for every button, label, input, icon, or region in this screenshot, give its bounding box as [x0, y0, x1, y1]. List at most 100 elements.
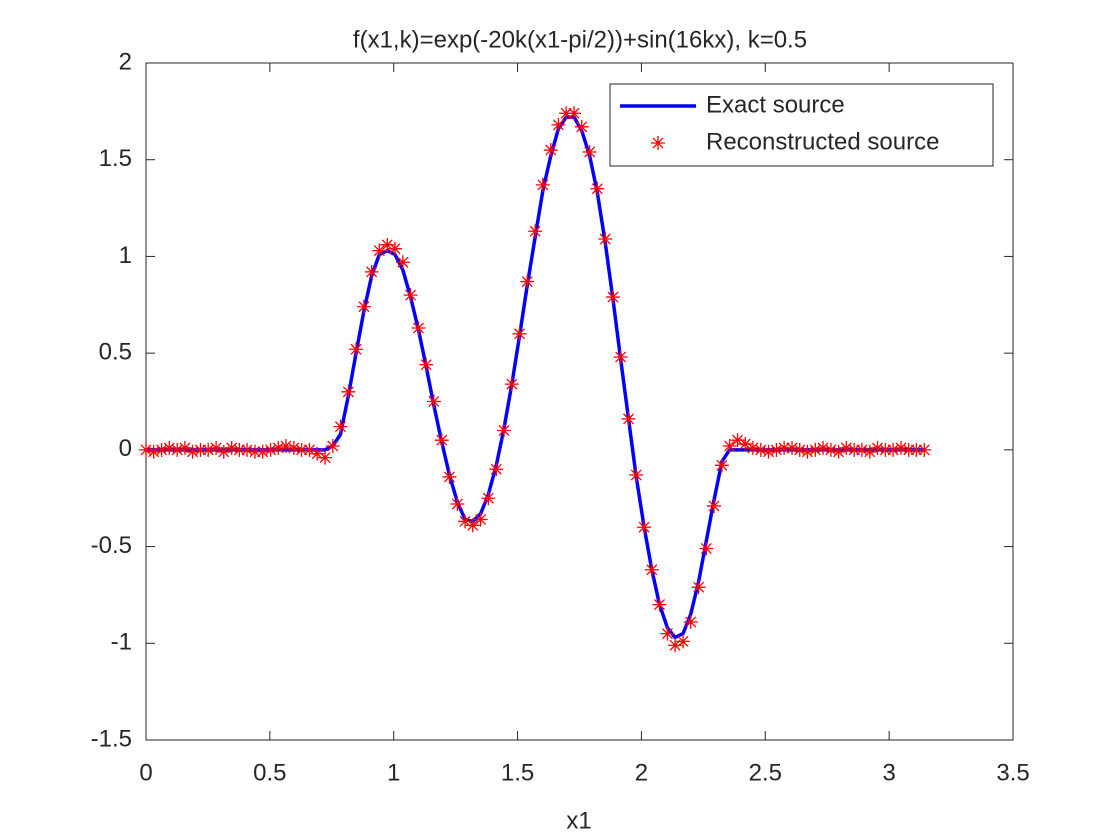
marker [278, 438, 293, 453]
marker [582, 144, 597, 159]
marker [753, 442, 768, 457]
legend-label: Exact source [706, 91, 845, 118]
marker [769, 442, 784, 457]
marker [777, 440, 792, 455]
marker [831, 444, 846, 459]
marker [816, 440, 831, 455]
marker [139, 442, 153, 457]
marker [714, 458, 729, 473]
marker [738, 437, 753, 452]
marker [247, 444, 262, 459]
marker [660, 626, 675, 641]
marker [668, 638, 683, 653]
marker [567, 106, 582, 121]
y-tick-label: 0.5 [99, 338, 132, 365]
marker [792, 442, 807, 457]
marker [434, 433, 449, 448]
marker [535, 177, 550, 192]
marker [403, 288, 418, 303]
marker [170, 442, 185, 457]
marker [574, 119, 589, 134]
marker [411, 320, 426, 335]
marker [590, 181, 605, 196]
marker [387, 241, 402, 256]
marker [761, 444, 776, 459]
marker [349, 342, 364, 357]
marker [839, 440, 854, 455]
marker [629, 468, 644, 483]
marker [146, 444, 161, 459]
marker [528, 224, 543, 239]
marker [458, 514, 473, 529]
marker [917, 442, 932, 457]
marker [177, 440, 192, 455]
marker [854, 442, 869, 457]
marker [496, 423, 511, 438]
y-tick-label: -1.5 [91, 725, 132, 752]
legend-label: Reconstructed source [706, 128, 939, 155]
marker [543, 143, 558, 158]
x-tick-label: 0.5 [253, 759, 286, 786]
marker [232, 442, 247, 457]
marker [271, 440, 286, 455]
marker [465, 518, 480, 533]
marker [162, 440, 177, 455]
marker [341, 384, 356, 399]
marker [613, 350, 628, 365]
marker [730, 433, 745, 448]
marker [909, 442, 924, 457]
x-tick-label: 0 [139, 759, 152, 786]
marker [800, 444, 815, 459]
marker [699, 541, 714, 556]
marker [255, 444, 270, 459]
marker [333, 419, 348, 434]
y-tick-label: 1.5 [99, 145, 132, 172]
axes-box [145, 62, 1014, 741]
y-tick-label: -0.5 [91, 532, 132, 559]
marker [823, 442, 838, 457]
marker [419, 357, 434, 372]
marker [605, 290, 620, 305]
marker [201, 442, 216, 457]
marker [310, 446, 325, 461]
marker [325, 438, 340, 453]
marker [520, 274, 535, 289]
marker [364, 264, 379, 279]
marker [442, 469, 457, 484]
marker [637, 520, 652, 535]
marker [722, 438, 737, 453]
marker [395, 255, 410, 270]
marker [209, 440, 224, 455]
marker [294, 442, 309, 457]
marker [598, 232, 613, 247]
marker [886, 442, 901, 457]
marker [878, 442, 893, 457]
marker-series [139, 106, 932, 653]
marker [901, 442, 916, 457]
marker [489, 462, 504, 477]
x-tick-label: 2 [635, 759, 648, 786]
marker [356, 299, 371, 314]
marker [302, 442, 317, 457]
marker [870, 440, 885, 455]
marker [691, 580, 706, 595]
marker [551, 117, 566, 132]
marker [651, 136, 665, 150]
y-tick-label: 2 [119, 48, 132, 75]
marker [380, 237, 395, 252]
marker [216, 444, 231, 459]
y-tick-label: 0 [119, 435, 132, 462]
marker [894, 440, 909, 455]
legend-box [609, 83, 994, 167]
marker [263, 442, 278, 457]
marker [707, 498, 722, 513]
marker [745, 440, 760, 455]
marker [240, 442, 255, 457]
marker [481, 491, 496, 506]
marker [862, 444, 877, 459]
x-tick-label: 2.5 [749, 759, 782, 786]
marker [286, 440, 301, 455]
x-tick-label: 1 [387, 759, 400, 786]
